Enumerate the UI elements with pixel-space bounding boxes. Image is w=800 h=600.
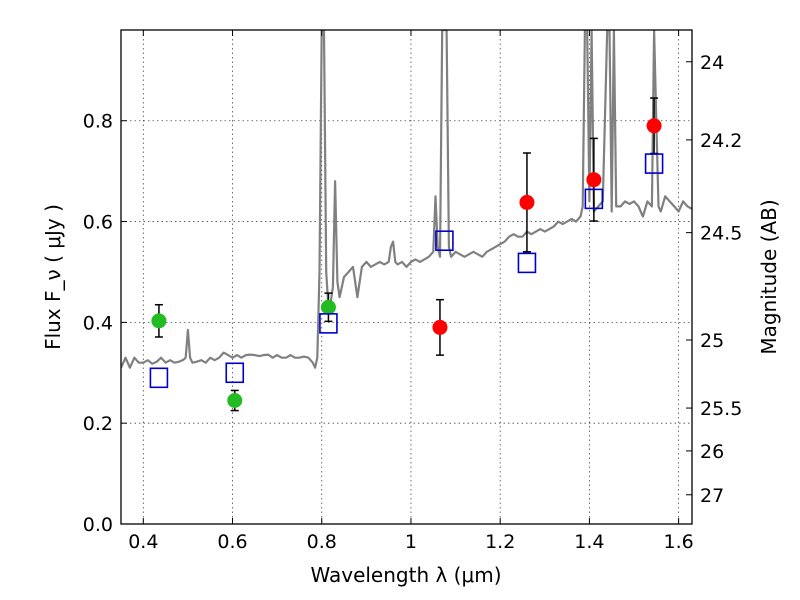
data-point	[432, 319, 448, 335]
data-point	[225, 362, 245, 384]
right-axis-tick-label: 24.2	[700, 130, 742, 152]
data-point	[646, 118, 662, 134]
right-axis-tick-label: 25.5	[700, 398, 742, 420]
data-point	[584, 188, 604, 210]
data-point	[320, 299, 336, 315]
y-axis-label: Flux F_ν ( μJy )	[41, 204, 65, 350]
y-tick-label: 0.4	[83, 312, 113, 334]
x-axis-label: Wavelength λ (μm)	[310, 563, 501, 587]
data-point	[149, 367, 169, 389]
y-tick-label: 0.0	[83, 514, 113, 536]
x-tick-label: 0.4	[128, 531, 158, 553]
right-axis-label: Magnitude (AB)	[757, 199, 781, 354]
spectrum-line	[121, 30, 692, 369]
points-layer	[149, 97, 664, 412]
right-axis-tick-label: 24.5	[700, 223, 742, 245]
data-point	[319, 313, 338, 334]
right-axis-tick-label: 25	[700, 330, 724, 352]
right-axis-tick-label: 24	[700, 52, 724, 74]
x-tick-label: 1.6	[664, 531, 694, 553]
right-axis-tick-label: 26	[700, 441, 724, 463]
data-point	[644, 153, 664, 174]
x-tick-label: 1	[405, 531, 417, 553]
data-point	[517, 252, 537, 274]
plot-frame	[120, 29, 693, 525]
x-tick-label: 0.6	[217, 531, 247, 553]
x-tick-label: 0.8	[307, 531, 337, 553]
x-tick-label: 1.2	[485, 531, 515, 553]
data-point	[227, 393, 243, 408]
data-point	[586, 172, 602, 188]
y-tick-label: 0.8	[83, 111, 113, 133]
ticks: 0.4 0.6 0.8 1 1.2 1.4 1.6 0.0 0.2 0.4 0.6 0.8 24 24.2…	[83, 30, 742, 553]
right-axis-tick-label: 27	[700, 485, 724, 507]
data-point	[435, 230, 454, 252]
data-point	[151, 313, 167, 329]
data-point	[519, 194, 535, 210]
y-tick-label: 0.2	[83, 413, 113, 435]
y-tick-label: 0.6	[83, 212, 113, 234]
spectrum-layer	[121, 30, 692, 369]
x-tick-label: 1.4	[574, 531, 604, 553]
